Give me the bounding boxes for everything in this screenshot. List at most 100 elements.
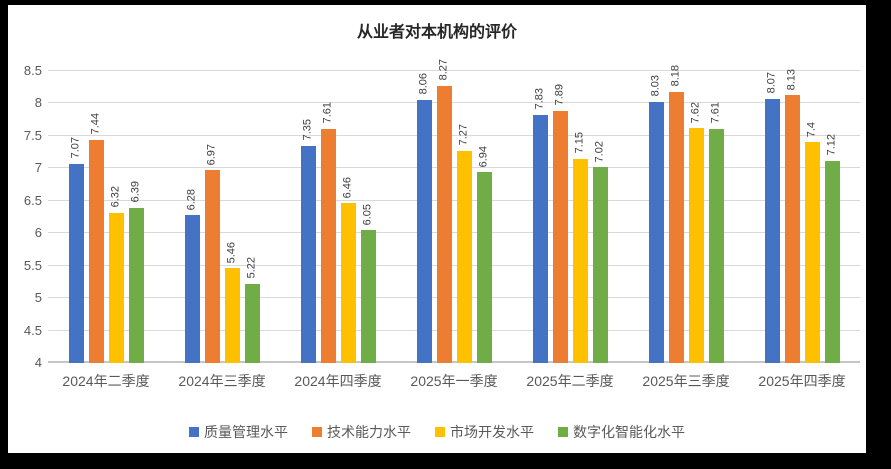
legend-swatch (435, 427, 445, 437)
bar-group: 7.35 7.61 6.46 6.05 (280, 71, 396, 363)
y-axis: 8.5 8 7.5 7 6.5 6 5.5 5 4.5 4 (8, 63, 42, 370)
bar-value-label: 7.35 (301, 119, 314, 141)
bar-group: 7.83 7.89 7.15 7.02 (512, 71, 628, 363)
bar: 7.44 (88, 113, 104, 363)
bar-value-label: 8.03 (649, 75, 662, 97)
bar: 6.39 (128, 181, 144, 363)
legend-label: 技术能力水平 (327, 424, 411, 440)
bar: 6.28 (184, 189, 200, 363)
legend-swatch (558, 427, 568, 437)
chart-title: 从业者对本机构的评价 (356, 24, 517, 41)
bar-value-label: 6.32 (109, 186, 122, 208)
y-tick-label: 4 (34, 355, 42, 370)
bar-group: 6.28 6.97 5.46 5.22 (164, 71, 280, 363)
bar-value-label: 8.27 (437, 59, 450, 81)
bar: 7.07 (68, 137, 84, 363)
bar: 8.03 (648, 75, 664, 363)
bar-value-label: 6.28 (185, 188, 198, 211)
legend-swatch (189, 427, 199, 437)
legend-label: 质量管理水平 (204, 424, 288, 440)
bar-value-label: 7.02 (593, 140, 606, 162)
bar: 6.94 (476, 146, 492, 363)
x-tick-label: 2025年一季度 (410, 373, 498, 389)
gridline (48, 297, 860, 299)
bar-value-label: 7.61 (321, 102, 334, 124)
legend-label: 数字化智能化水平 (573, 424, 685, 440)
bar-value-label: 7.89 (553, 84, 566, 106)
chart-canvas: 从业者对本机构的评价 8.5 8 7.5 7 6.5 6 5.5 5 4.5 4 7.07 7.44… (8, 5, 866, 453)
bar: 7.12 (824, 134, 840, 363)
gridline (48, 102, 860, 104)
bar-value-label: 8.06 (417, 73, 430, 95)
bar-value-label: 8.18 (669, 65, 682, 87)
bar: 7.62 (688, 102, 704, 363)
bar-value-label: 7.07 (69, 137, 82, 159)
y-tick-label: 6.5 (23, 192, 42, 208)
x-tick-label: 2024年四季度 (294, 373, 382, 389)
y-tick-label: 7 (34, 160, 42, 176)
bar: 7.61 (708, 102, 724, 363)
bar-group: 7.07 7.44 6.32 6.39 (48, 71, 164, 363)
bar: 5.22 (244, 257, 260, 363)
bar-value-label: 7.27 (457, 124, 470, 146)
bar-value-label: 7.15 (573, 132, 586, 154)
y-tick-label: 7.5 (23, 127, 42, 143)
bar: 7.4 (804, 122, 820, 363)
x-axis-line (48, 361, 860, 363)
plot-area: 7.07 7.44 6.32 6.39 6.28 6.97 5.46 5.22 7.35 7.61… (48, 59, 860, 363)
bar: 7.35 (300, 119, 316, 363)
bar-value-label: 6.46 (341, 176, 354, 199)
y-tick-label: 5.5 (23, 257, 42, 273)
bar-value-label: 6.97 (205, 143, 218, 166)
bar-value-label: 6.94 (477, 145, 490, 168)
bar: 7.61 (320, 102, 336, 363)
bar: 8.18 (668, 65, 684, 363)
gridline (48, 199, 860, 201)
legend-swatch (312, 427, 322, 437)
bar-value-label: 7.62 (689, 101, 702, 124)
gridline (48, 232, 860, 234)
y-tick-label: 8 (34, 95, 42, 111)
gridline (48, 134, 860, 136)
bar-value-label: 6.05 (361, 203, 374, 225)
x-tick-label: 2025年二季度 (526, 373, 614, 389)
bar-group: 8.06 8.27 7.27 6.94 (396, 59, 512, 363)
bar-value-label: 7.4 (805, 122, 818, 138)
y-tick-label: 8.5 (23, 63, 42, 78)
bar: 7.27 (456, 124, 472, 363)
bar: 8.06 (416, 73, 432, 363)
bar: 6.05 (360, 204, 376, 363)
legend-label: 市场开发水平 (450, 424, 534, 440)
bar: 6.97 (204, 144, 220, 363)
bar-groups: 7.07 7.44 6.32 6.39 6.28 6.97 5.46 5.22 7.35 7.61… (48, 59, 860, 363)
gridline (48, 264, 860, 266)
legend-item: 市场开发水平 (435, 422, 534, 442)
bar-value-label: 7.12 (825, 134, 838, 156)
bar-group: 8.07 8.13 7.4 7.12 (744, 69, 860, 363)
bar-value-label: 7.44 (89, 113, 102, 135)
bar-value-label: 5.46 (225, 241, 238, 264)
x-tick-label: 2024年三季度 (178, 373, 266, 389)
bar-value-label: 7.83 (533, 88, 546, 110)
gridline (48, 329, 860, 331)
bar-value-label: 5.22 (245, 257, 258, 279)
bar: 8.07 (764, 72, 780, 363)
bar: 8.27 (436, 59, 452, 363)
legend-item: 质量管理水平 (189, 422, 288, 442)
bar: 8.13 (784, 69, 800, 363)
gridline (48, 167, 860, 169)
bar-group: 8.03 8.18 7.62 7.61 (628, 65, 744, 363)
x-axis: 2024年二季度 2024年三季度 2024年四季度 2025年一季度 2025年二季度… (48, 371, 860, 391)
y-tick-label: 5 (34, 290, 42, 306)
bar: 7.89 (552, 84, 568, 363)
gridline (48, 70, 860, 71)
x-tick-label: 2025年三季度 (642, 373, 730, 389)
bar-value-label: 6.39 (129, 181, 142, 203)
bar-value-label: 7.61 (709, 102, 722, 124)
x-tick-label: 2024年二季度 (62, 373, 150, 389)
legend-item: 技术能力水平 (312, 422, 411, 442)
legend-item: 数字化智能化水平 (558, 422, 685, 442)
bar: 7.02 (592, 141, 608, 363)
bar: 6.46 (340, 177, 356, 363)
